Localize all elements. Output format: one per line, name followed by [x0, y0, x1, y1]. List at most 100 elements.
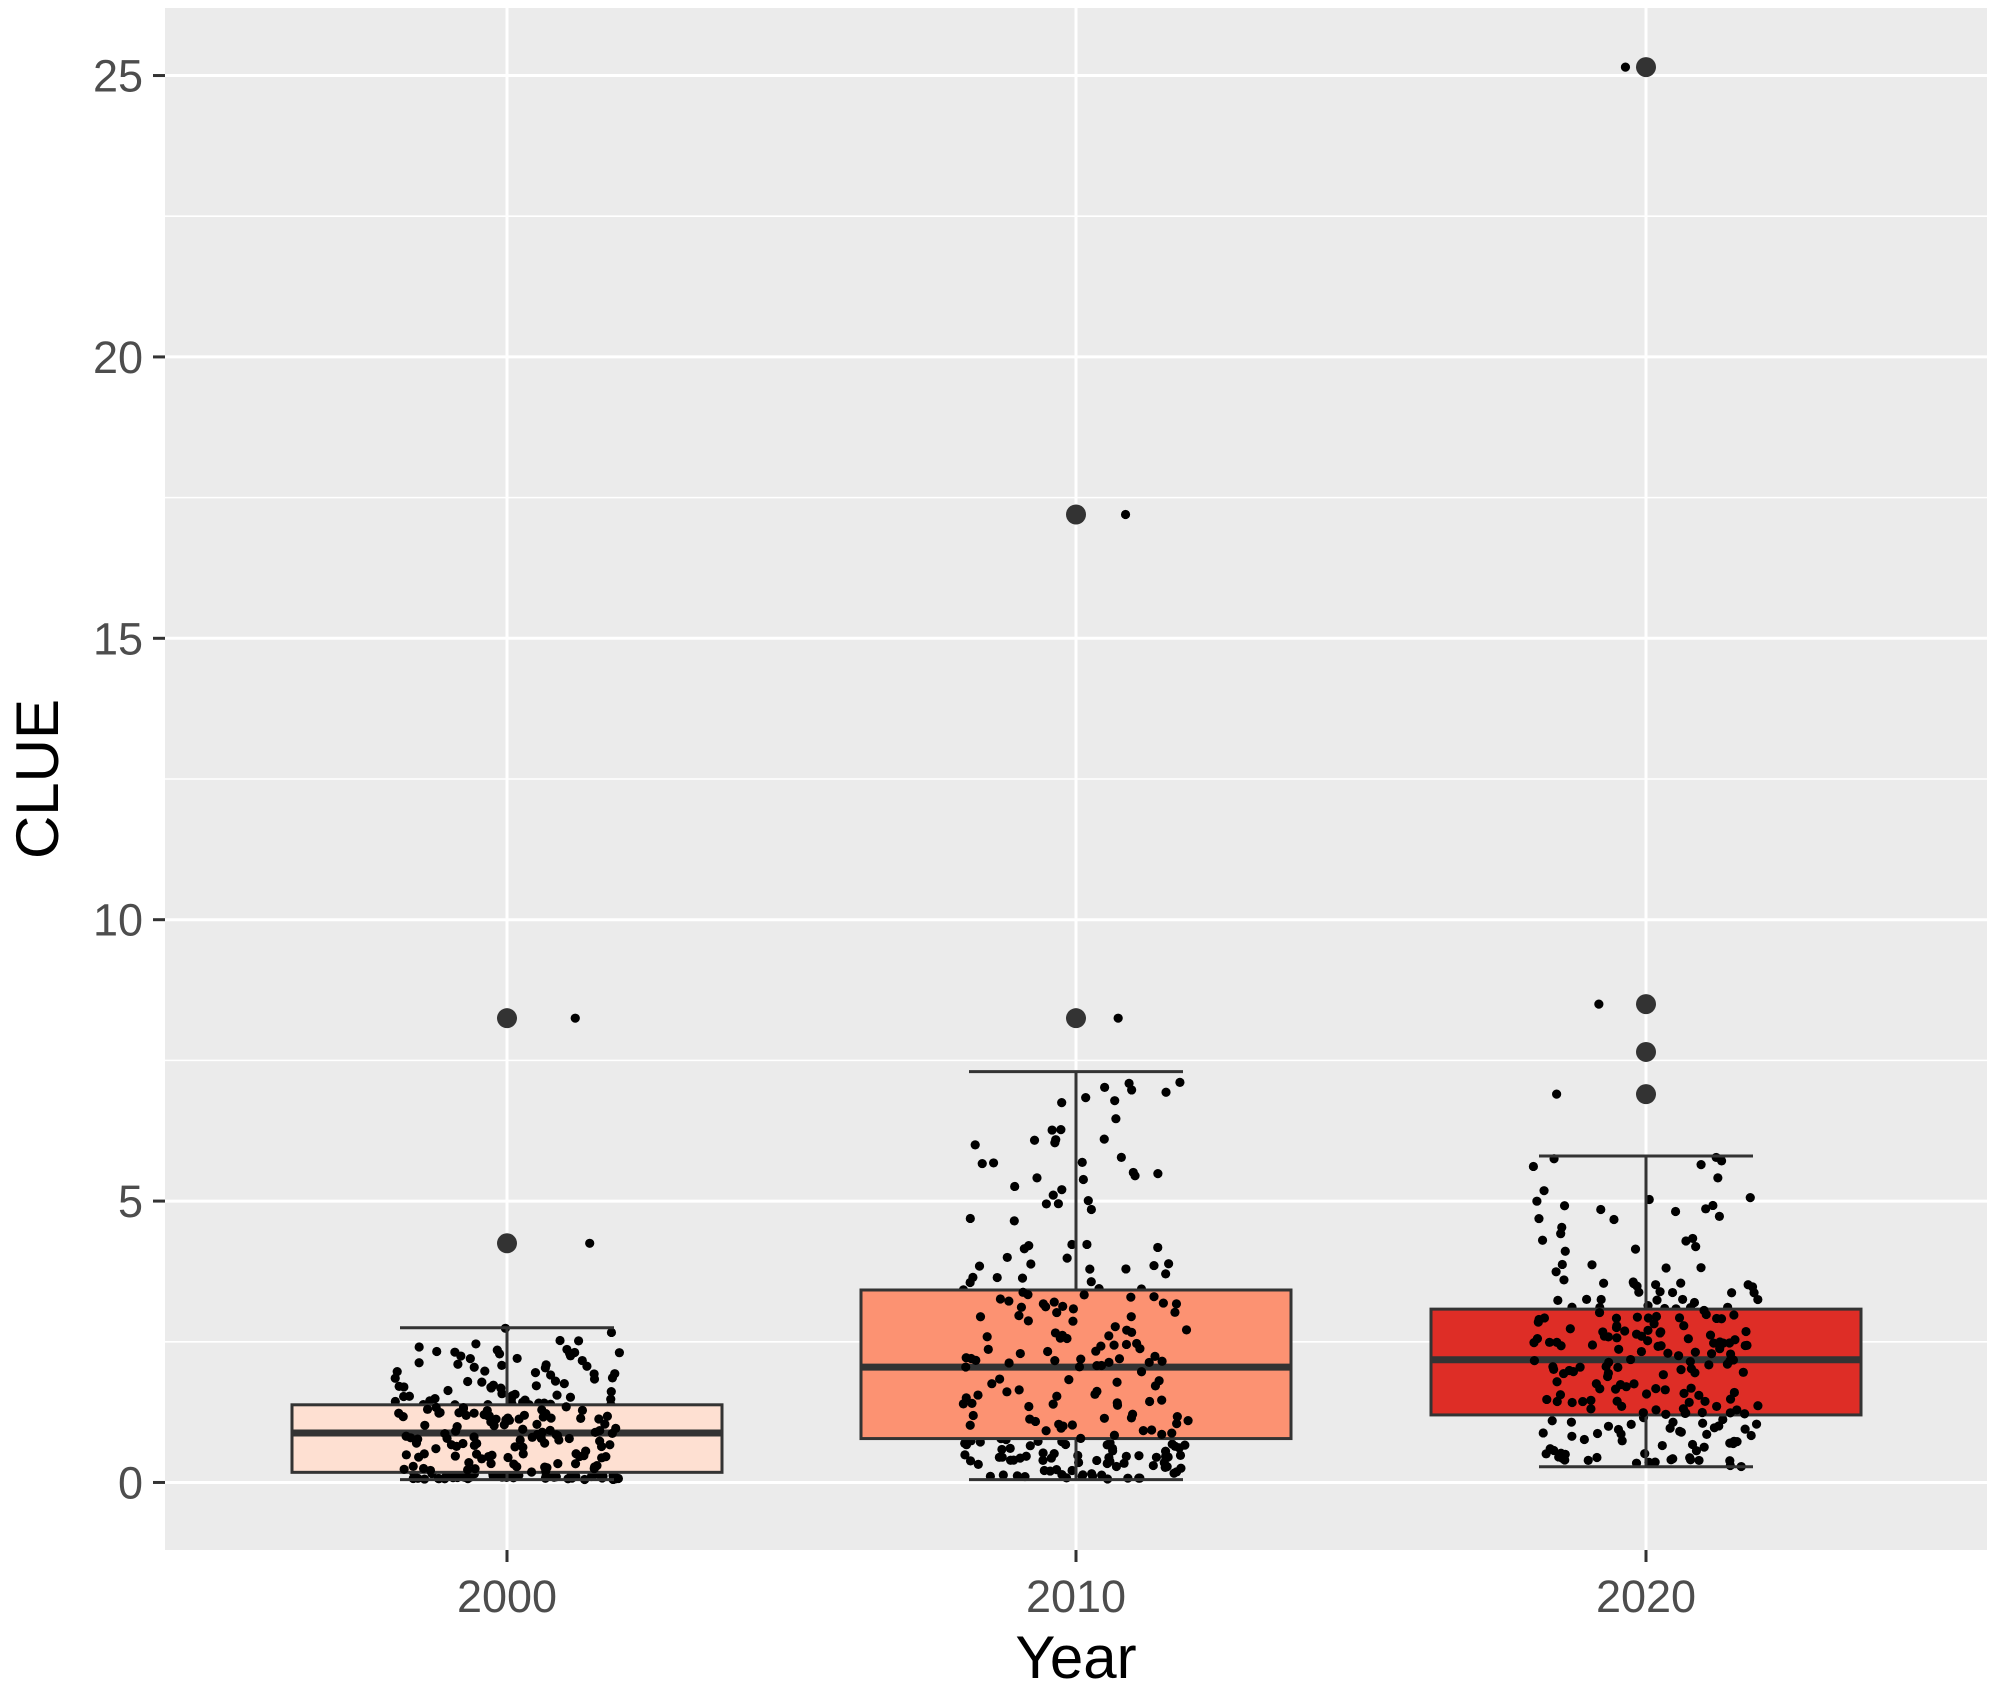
- jitter-point: [1172, 1419, 1182, 1429]
- jitter-point: [1581, 1294, 1592, 1304]
- jitter-point: [1698, 1418, 1708, 1428]
- jitter-point: [1017, 1273, 1028, 1283]
- jitter-point: [1689, 1297, 1700, 1308]
- jitter-point: [1067, 1239, 1077, 1250]
- jitter-point: [570, 1013, 580, 1023]
- jitter-point: [1068, 1316, 1078, 1326]
- jitter-point: [1158, 1298, 1168, 1308]
- jitter-point: [1161, 1269, 1171, 1279]
- jitter-point: [1620, 62, 1631, 72]
- jitter-point: [518, 1449, 528, 1459]
- jitter-point: [465, 1354, 475, 1364]
- jitter-point: [406, 1433, 416, 1443]
- jitter-point: [1067, 1420, 1077, 1430]
- jitter-point: [1715, 1344, 1725, 1354]
- jitter-point: [1552, 1089, 1562, 1099]
- jitter-point: [1048, 1190, 1058, 1200]
- jitter-point: [1728, 1355, 1739, 1365]
- jitter-point: [997, 1444, 1007, 1455]
- jitter-point: [592, 1460, 602, 1471]
- x-axis-title: Year: [1015, 1624, 1136, 1688]
- jitter-point: [414, 1358, 424, 1368]
- jitter-point: [1032, 1173, 1042, 1183]
- jitter-point: [540, 1363, 550, 1373]
- jitter-point: [1599, 1278, 1609, 1288]
- jitter-point: [1111, 1461, 1122, 1472]
- jitter-point: [431, 1444, 441, 1454]
- jitter-point: [1739, 1409, 1750, 1419]
- jitter-point: [1613, 1362, 1623, 1372]
- jitter-point: [1539, 1186, 1549, 1196]
- jitter-point: [542, 1463, 552, 1473]
- jitter-point: [1172, 1411, 1182, 1422]
- jitter-point: [1041, 1199, 1051, 1209]
- jitter-point: [1004, 1296, 1014, 1306]
- jitter-point: [1596, 1294, 1606, 1305]
- jitter-point: [1049, 1297, 1059, 1307]
- jitter-point: [988, 1158, 999, 1168]
- jitter-point: [1740, 1424, 1750, 1434]
- jitter-point: [1643, 1313, 1653, 1323]
- jitter-point: [1641, 1389, 1652, 1399]
- jitter-point: [552, 1390, 562, 1400]
- jitter-point: [1559, 1201, 1570, 1211]
- jitter-point: [1057, 1097, 1067, 1108]
- jitter-point: [497, 1360, 507, 1370]
- jitter-point: [1678, 1294, 1688, 1305]
- jitter-point: [1651, 1405, 1661, 1415]
- jitter-point: [1663, 1348, 1673, 1358]
- jitter-point: [565, 1351, 576, 1361]
- jitter-point: [1083, 1196, 1093, 1206]
- jitter-point: [1538, 1428, 1548, 1438]
- jitter-point: [1104, 1331, 1114, 1341]
- jitter-point: [1153, 1242, 1163, 1253]
- jitter-point: [579, 1451, 589, 1461]
- outlier-point: [1636, 1084, 1656, 1105]
- jitter-point: [1730, 1335, 1740, 1345]
- outlier-point: [1636, 994, 1656, 1015]
- jitter-point: [965, 1277, 975, 1288]
- jitter-point: [1583, 1455, 1593, 1465]
- jitter-point: [1055, 1333, 1065, 1343]
- jitter-point: [443, 1385, 453, 1396]
- jitter-point: [1709, 1423, 1719, 1433]
- jitter-point: [1109, 1430, 1120, 1440]
- jitter-point: [1105, 1456, 1115, 1467]
- jitter-point: [1685, 1356, 1695, 1367]
- jitter-point: [1603, 1368, 1613, 1378]
- jitter-point: [1534, 1213, 1544, 1224]
- jitter-point: [1745, 1193, 1755, 1203]
- jitter-point: [1092, 1455, 1102, 1466]
- jitter-point: [1149, 1292, 1159, 1302]
- jitter-point: [1121, 1339, 1132, 1350]
- jitter-point: [1532, 1196, 1542, 1206]
- jitter-point: [967, 1398, 977, 1408]
- jitter-point: [1010, 1181, 1020, 1192]
- jitter-point: [1183, 1416, 1193, 1426]
- jitter-point: [451, 1441, 462, 1451]
- jitter-point: [1529, 1356, 1540, 1366]
- jitter-points-overlay: [394, 1287, 1763, 1477]
- jitter-point: [1701, 1204, 1711, 1214]
- jitter-point: [1628, 1277, 1638, 1287]
- jitter-point: [1121, 1451, 1131, 1461]
- jitter-point: [390, 1373, 400, 1383]
- jitter-point: [1542, 1394, 1552, 1405]
- jitter-point: [973, 1390, 983, 1400]
- y-tick-label: 25: [93, 51, 143, 102]
- jitter-point: [1691, 1241, 1701, 1252]
- jitter-point: [1068, 1304, 1078, 1314]
- jitter-point: [414, 1452, 424, 1462]
- jitter-point: [1626, 1419, 1636, 1429]
- jitter-point: [1545, 1444, 1555, 1454]
- jitter-point: [1052, 1391, 1062, 1401]
- jitter-point: [414, 1342, 424, 1352]
- jitter-point: [1030, 1416, 1041, 1427]
- jitter-point: [1636, 1346, 1647, 1357]
- jitter-point: [1555, 1390, 1566, 1400]
- jitter-point: [1651, 1280, 1661, 1290]
- jitter-point: [561, 1402, 571, 1412]
- jitter-point: [1678, 1404, 1689, 1414]
- jitter-point: [454, 1408, 464, 1418]
- jitter-point: [1552, 1377, 1562, 1387]
